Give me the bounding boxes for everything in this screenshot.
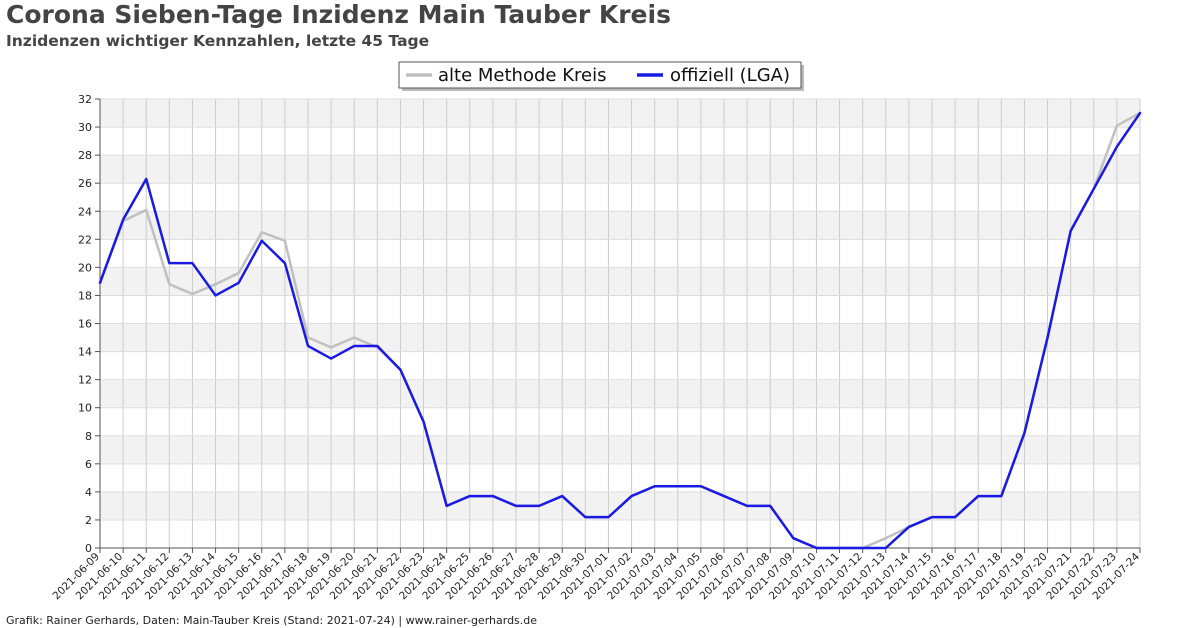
series-lines bbox=[98, 111, 1142, 550]
y-tick-label: 24 bbox=[78, 205, 92, 218]
series-line-1 bbox=[98, 111, 1142, 550]
band bbox=[100, 379, 1140, 408]
y-tick-label: 18 bbox=[78, 289, 92, 302]
y-tick-label: 30 bbox=[78, 121, 92, 134]
axes bbox=[95, 98, 1141, 553]
y-tick-label: 28 bbox=[78, 149, 92, 162]
y-tick-label: 0 bbox=[85, 542, 92, 555]
y-tick-label: 6 bbox=[85, 458, 92, 471]
legend-box bbox=[398, 61, 802, 89]
band bbox=[100, 295, 1140, 324]
band bbox=[100, 435, 1140, 464]
y-tick-label: 14 bbox=[78, 346, 92, 359]
legend: alte Methode Kreis offiziell (LGA) bbox=[398, 61, 804, 91]
y-tick-label: 2 bbox=[85, 514, 92, 527]
x-tick-labels: 2021-06-092021-06-102021-06-112021-06-12… bbox=[50, 550, 1142, 602]
chart-title: Corona Sieben-Tage Inzidenz Main Tauber … bbox=[6, 0, 671, 29]
band bbox=[100, 99, 1140, 128]
band bbox=[100, 519, 1140, 548]
y-tick-label: 16 bbox=[78, 318, 92, 331]
band bbox=[100, 211, 1140, 240]
band bbox=[100, 463, 1140, 492]
y-tick-label: 32 bbox=[78, 93, 92, 106]
band bbox=[100, 183, 1140, 212]
band bbox=[100, 127, 1140, 156]
y-tick-label: 20 bbox=[78, 261, 92, 274]
y-tick-label: 12 bbox=[78, 374, 92, 387]
band bbox=[100, 267, 1140, 296]
band bbox=[100, 323, 1140, 352]
y-tick-label: 10 bbox=[78, 402, 92, 415]
y-tick-label: 26 bbox=[78, 177, 92, 190]
background-bands bbox=[100, 99, 1140, 548]
legend-label-0: alte Methode Kreis bbox=[438, 65, 606, 86]
band bbox=[100, 351, 1140, 380]
band bbox=[100, 155, 1140, 184]
y-tick-label: 8 bbox=[85, 430, 92, 443]
source-footer: Grafik: Rainer Gerhards, Daten: Main-Tau… bbox=[6, 614, 538, 627]
y-tick-label: 4 bbox=[85, 486, 92, 499]
y-tick-label: 22 bbox=[78, 233, 92, 246]
chart-subtitle: Inzidenzen wichtiger Kennzahlen, letzte … bbox=[6, 32, 430, 50]
horizontal-gridlines bbox=[100, 98, 1140, 549]
band bbox=[100, 407, 1140, 436]
legend-label-1: offiziell (LGA) bbox=[670, 65, 790, 86]
